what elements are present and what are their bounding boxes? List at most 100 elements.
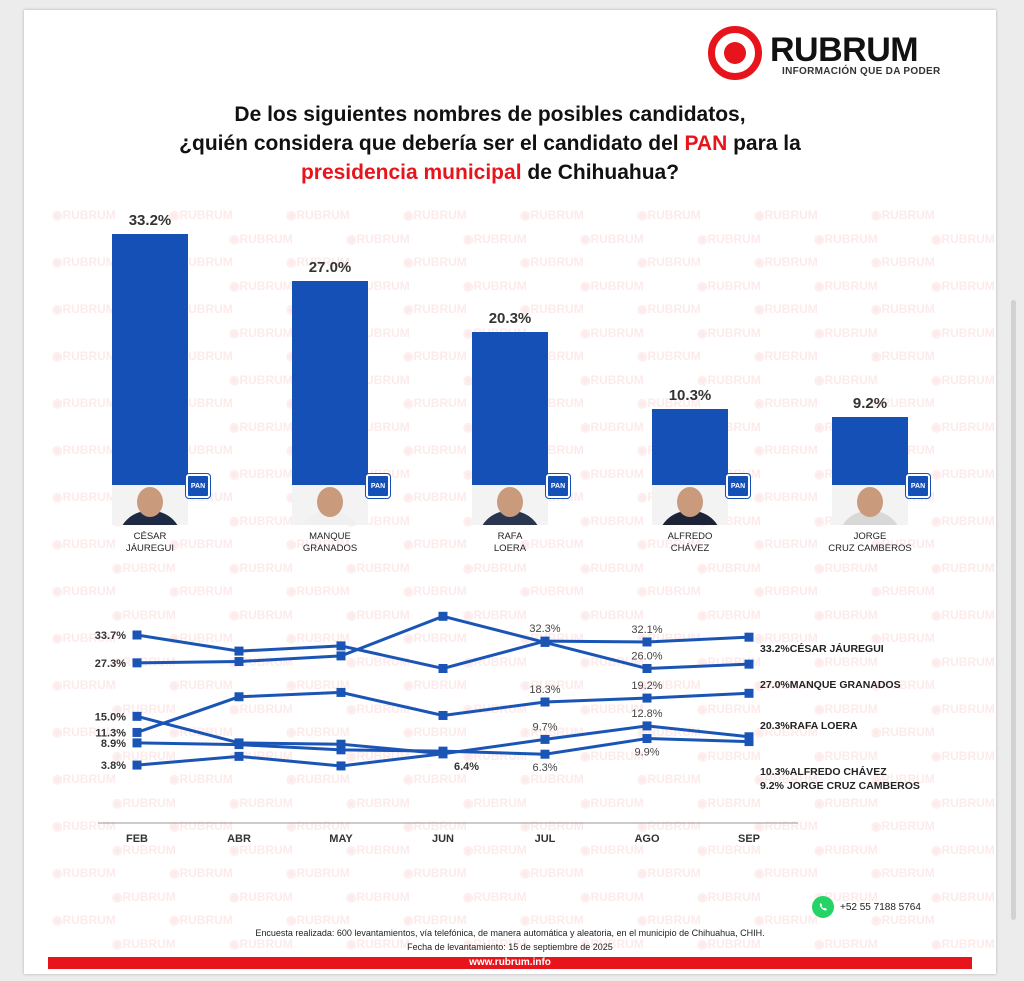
bar-value-label: 10.3% [668, 386, 712, 404]
data-point [234, 751, 244, 761]
data-point [336, 651, 346, 661]
candidate-photo [472, 485, 548, 525]
candidate-name: ALFREDO CHÁVEZ [667, 531, 713, 554]
candidate-name: MANQUE GRANADOS [302, 531, 358, 554]
question-highlight-office: presidencia municipal [300, 161, 522, 184]
bar-value-label: 9.2% [852, 394, 888, 412]
question-line-3: presidencia municipal de Chihuahua? [60, 158, 920, 187]
question-line-2: ¿quién considera que debería ser el cand… [60, 129, 920, 158]
x-tick-label: SEP [738, 833, 760, 845]
data-label: 19.2% [631, 680, 662, 692]
data-point [132, 760, 142, 770]
data-point [234, 646, 244, 656]
data-point [642, 693, 652, 703]
data-point [744, 688, 754, 698]
data-point [540, 697, 550, 707]
question-line-1: De los siguientes nombres de posibles ca… [234, 103, 746, 126]
bar-value-label: 33.2% [128, 212, 172, 229]
data-point [336, 739, 346, 749]
data-point [234, 740, 244, 750]
data-point [744, 659, 754, 669]
data-point [642, 734, 652, 744]
data-point [744, 732, 754, 742]
pan-logo-icon: PAN [726, 474, 750, 498]
data-label: 9.7% [532, 721, 557, 733]
series-end-label: 10.3%ALFREDO CHÁVEZ [760, 765, 887, 778]
candidate-name: RAFA LOERA [493, 531, 527, 554]
series-end-label: 27.0%MANQUE GRANADOS [760, 679, 901, 691]
data-point [642, 637, 652, 647]
series-end-label: 9.2% JORGE CRUZ CAMBEROS [760, 780, 920, 792]
data-label: 6.3% [532, 762, 557, 774]
contact-phone[interactable]: +52 55 7188 5764 [812, 896, 921, 918]
logo-ring-icon [708, 26, 762, 80]
data-point [132, 738, 142, 748]
x-tick-label: JUL [535, 833, 556, 845]
data-point [540, 749, 550, 759]
data-label: 18.3% [529, 684, 560, 696]
data-point [438, 749, 448, 759]
series-end-label: 33.2%CÉSAR JÁUREGUI [760, 642, 884, 655]
survey-question: De los siguientes nombres de posibles ca… [60, 100, 920, 187]
data-point [744, 737, 754, 747]
data-point [642, 721, 652, 731]
bar [832, 416, 908, 487]
data-label: 27.3% [95, 658, 126, 670]
data-label: 11.3% [95, 727, 126, 739]
series-end-label: 20.3%RAFA LOERA [760, 720, 858, 732]
pan-logo-icon: PAN [906, 474, 930, 498]
pan-logo-icon: PAN [366, 474, 390, 498]
x-tick-label: JUN [432, 833, 454, 845]
data-label: 32.1% [631, 624, 662, 636]
question-text: para la [727, 132, 801, 155]
data-label: 32.3% [529, 623, 560, 635]
x-tick-label: MAY [329, 833, 353, 845]
rubrum-logo: RUBRUM INFORMACIÓN QUE DA PODER [708, 26, 978, 86]
question-text: de Chihuahua? [521, 161, 680, 184]
footer-bar [48, 957, 972, 969]
data-point [336, 745, 346, 755]
footer-url[interactable]: www.rubrum.info [469, 957, 551, 968]
pan-logo-icon: PAN [186, 474, 210, 498]
data-point [132, 630, 142, 640]
candidate-photo [652, 485, 728, 525]
data-point [132, 727, 142, 737]
candidate-name: CÉSAR JÁUREGUI [125, 531, 175, 554]
survey-methodology: Encuesta realizada: 600 levantamientos, … [255, 928, 765, 938]
whatsapp-icon [812, 896, 834, 918]
data-point [234, 657, 244, 667]
bar [472, 332, 548, 487]
question-highlight-pan: PAN [684, 132, 728, 155]
data-point [336, 641, 346, 651]
candidate-name: JORGE CRUZ CAMBEROS [828, 531, 912, 554]
phone-number: +52 55 7188 5764 [840, 901, 921, 913]
pan-logo-icon: PAN [546, 474, 570, 498]
data-point [336, 761, 346, 771]
logo-tagline: INFORMACIÓN QUE DA PODER [782, 66, 941, 77]
data-point [132, 711, 142, 721]
logo-wordmark: RUBRUM [770, 31, 919, 69]
data-point [438, 664, 448, 673]
data-label: 12.8% [631, 708, 662, 720]
data-label: 26.0% [631, 651, 662, 663]
data-label: 6.4% [454, 761, 479, 773]
candidate-photo [832, 485, 908, 525]
bar [652, 408, 728, 487]
data-point [438, 611, 448, 621]
data-label: 8.9% [101, 738, 126, 750]
data-label: 3.8% [101, 760, 126, 772]
x-tick-label: ABR [227, 833, 251, 845]
data-point [438, 710, 448, 720]
scrollbar[interactable] [1011, 300, 1016, 920]
candidate-photo [292, 485, 368, 525]
series-line [136, 752, 444, 768]
question-text: ¿quién considera que debería ser el cand… [179, 132, 685, 155]
data-label: 9.9% [634, 747, 659, 759]
data-point [540, 734, 550, 744]
bar-value-label: 27.0% [308, 259, 352, 277]
data-point [642, 664, 652, 673]
candidate-photo [112, 485, 188, 525]
data-point [744, 632, 754, 642]
data-point [540, 637, 550, 647]
